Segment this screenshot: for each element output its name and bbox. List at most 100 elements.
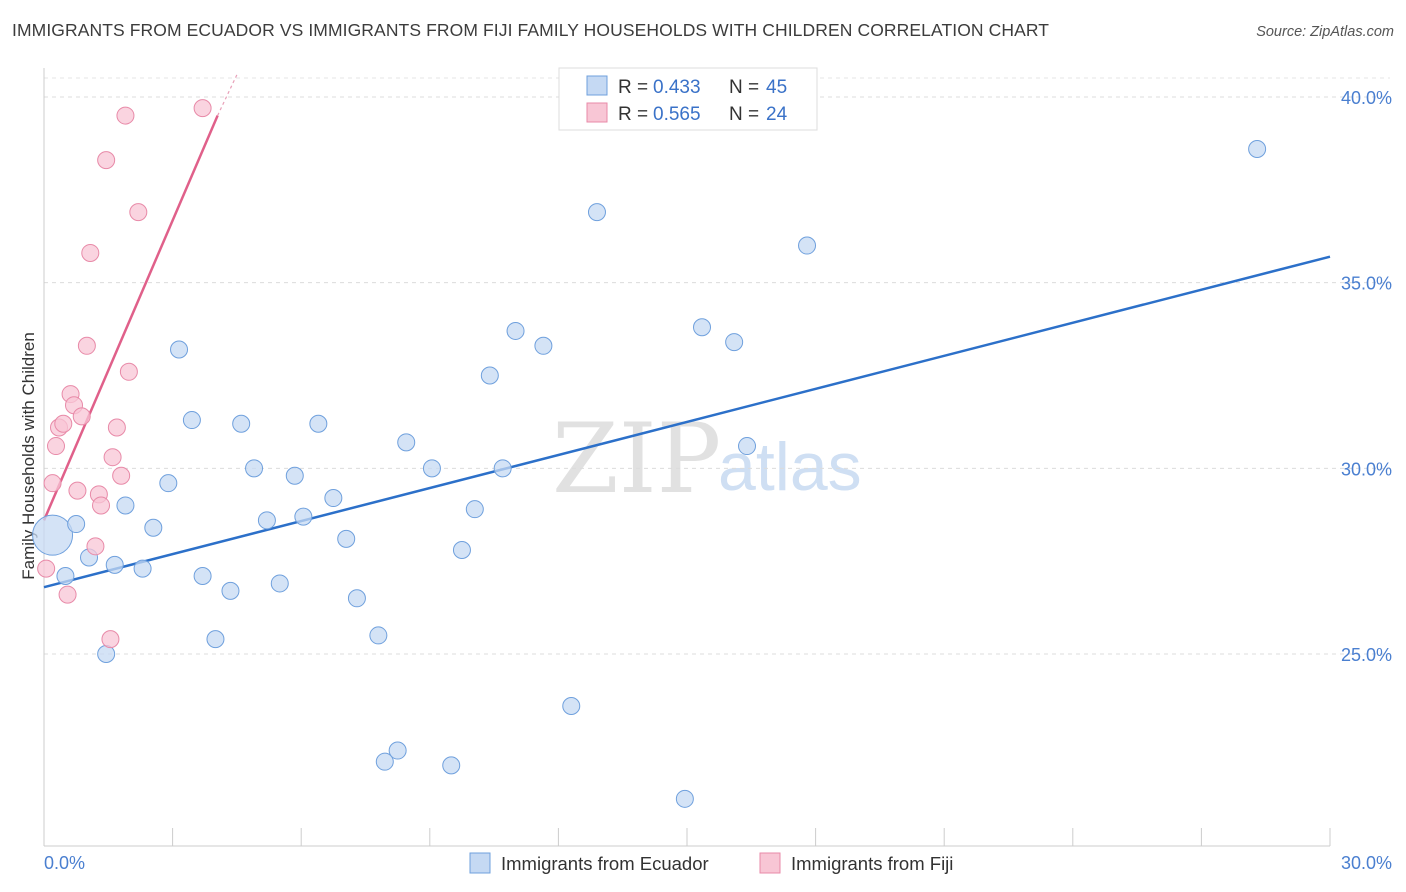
- legend-n-label-fiji: N =: [729, 104, 759, 125]
- data-points: [32, 99, 1267, 808]
- legend-n-value-fiji: 24: [766, 104, 788, 125]
- data-point-fiji: [68, 481, 87, 500]
- data-point-ecuador: [144, 518, 163, 537]
- data-point-fiji: [103, 448, 122, 467]
- watermark-zip: ZIP: [552, 403, 721, 515]
- data-point-fiji: [193, 99, 212, 118]
- data-point-fiji: [86, 537, 105, 556]
- data-point-fiji: [112, 466, 131, 485]
- series-legend-swatch-ecuador: [469, 852, 491, 874]
- data-point-ecuador: [587, 203, 606, 222]
- data-point-ecuador: [506, 321, 525, 340]
- legend-r-label-fiji: R =: [618, 104, 648, 125]
- data-point-fiji: [119, 362, 138, 381]
- data-point-ecuador: [257, 511, 276, 530]
- trend-lines: [42, 74, 1331, 589]
- data-point-ecuador: [105, 555, 124, 574]
- data-point-ecuador: [388, 741, 407, 760]
- data-point-ecuador: [452, 541, 471, 560]
- data-point-ecuador: [193, 567, 212, 586]
- data-point-ecuador: [182, 411, 201, 430]
- data-point-ecuador: [159, 474, 178, 493]
- data-point-ecuador: [375, 752, 394, 771]
- trend-line-ecuador: [43, 255, 1331, 589]
- data-point-ecuador: [294, 507, 313, 526]
- data-point-ecuador: [465, 500, 484, 519]
- y-tick-label: 35.0%: [1341, 274, 1392, 294]
- data-point-ecuador: [738, 437, 757, 456]
- series-legend-swatch-fiji: [759, 852, 781, 874]
- y-tick-label: 30.0%: [1341, 459, 1392, 479]
- data-point-ecuador: [798, 236, 817, 255]
- data-point-ecuador: [725, 333, 744, 352]
- data-point-fiji: [92, 496, 111, 515]
- data-point-ecuador: [97, 645, 116, 663]
- data-point-ecuador: [480, 366, 499, 385]
- legend-n-label-ecuador: N =: [729, 77, 759, 98]
- data-point-ecuador: [232, 414, 251, 433]
- y-tick-label: 40.0%: [1341, 88, 1392, 108]
- data-point-ecuador: [1248, 139, 1267, 158]
- y-axis-label: Family Households with Children: [19, 332, 38, 580]
- data-point-fiji: [107, 418, 126, 437]
- data-point-ecuador: [285, 466, 304, 485]
- data-point-ecuador: [347, 589, 366, 608]
- legend-r-label-ecuador: R =: [618, 77, 648, 98]
- watermark: ZIP atlas: [552, 403, 862, 515]
- data-point-ecuador: [675, 789, 694, 808]
- legend-r-value-fiji: 0.565: [653, 104, 701, 125]
- data-point-ecuador: [309, 414, 328, 433]
- data-point-fiji: [101, 630, 120, 649]
- data-point-fiji: [77, 336, 96, 355]
- data-point-fiji: [97, 151, 116, 170]
- data-point-ecuador: [397, 433, 416, 452]
- data-point-ecuador: [337, 529, 356, 548]
- data-point-ecuador: [116, 496, 135, 515]
- data-point-fiji: [47, 437, 66, 456]
- series-legend-label-fiji: Immigrants from Fiji: [791, 853, 953, 874]
- data-point-ecuador: [67, 515, 86, 534]
- y-axis-ticks: 25.0% 30.0% 35.0% 40.0%: [1341, 88, 1392, 665]
- data-point-ecuador: [493, 459, 512, 478]
- data-point-ecuador: [221, 581, 240, 600]
- data-point-ecuador: [170, 340, 189, 359]
- data-point-ecuador: [56, 567, 75, 586]
- trend-line-fiji: [42, 115, 219, 521]
- grid-lines: [44, 77, 1390, 655]
- y-tick-label: 25.0%: [1341, 645, 1392, 665]
- stats-legend: R = 0.433 N = 45 R = 0.565 N = 24: [558, 67, 818, 131]
- series-legend-label-ecuador: Immigrants from Ecuador: [501, 853, 709, 874]
- data-point-ecuador: [422, 459, 441, 478]
- legend-swatch-fiji: [586, 102, 608, 123]
- data-point-fiji: [37, 559, 56, 578]
- x-tick-label: 0.0%: [44, 853, 85, 873]
- data-point-ecuador: [534, 336, 553, 355]
- data-point-ecuador: [133, 559, 152, 578]
- watermark-atlas: atlas: [718, 429, 862, 505]
- data-point-fiji: [58, 585, 77, 604]
- data-point-fiji: [116, 106, 135, 125]
- chart-title: IMMIGRANTS FROM ECUADOR VS IMMIGRANTS FR…: [12, 20, 1050, 40]
- x-tick-label: 30.0%: [1341, 853, 1392, 873]
- series-legend: Immigrants from Ecuador Immigrants from …: [469, 852, 953, 874]
- data-point-ecuador: [442, 756, 461, 775]
- data-point-ecuador: [32, 514, 74, 556]
- data-point-ecuador: [245, 459, 264, 478]
- legend-r-value-ecuador: 0.433: [653, 77, 701, 98]
- data-point-fiji: [72, 407, 91, 426]
- x-axis: 0.0% 30.0%: [43, 828, 1392, 873]
- data-point-fiji: [43, 474, 62, 493]
- data-point-ecuador: [324, 489, 343, 508]
- data-point-ecuador: [562, 696, 581, 715]
- trend-line-extension-fiji: [217, 74, 238, 116]
- legend-swatch-ecuador: [586, 75, 608, 96]
- data-point-fiji: [81, 243, 100, 262]
- legend-n-value-ecuador: 45: [766, 77, 787, 98]
- source-credit: Source: ZipAtlas.com: [1256, 24, 1394, 40]
- data-point-fiji: [129, 203, 148, 222]
- data-point-ecuador: [206, 630, 225, 649]
- data-point-ecuador: [369, 626, 388, 645]
- data-point-fiji: [54, 414, 73, 433]
- data-point-ecuador: [270, 574, 289, 593]
